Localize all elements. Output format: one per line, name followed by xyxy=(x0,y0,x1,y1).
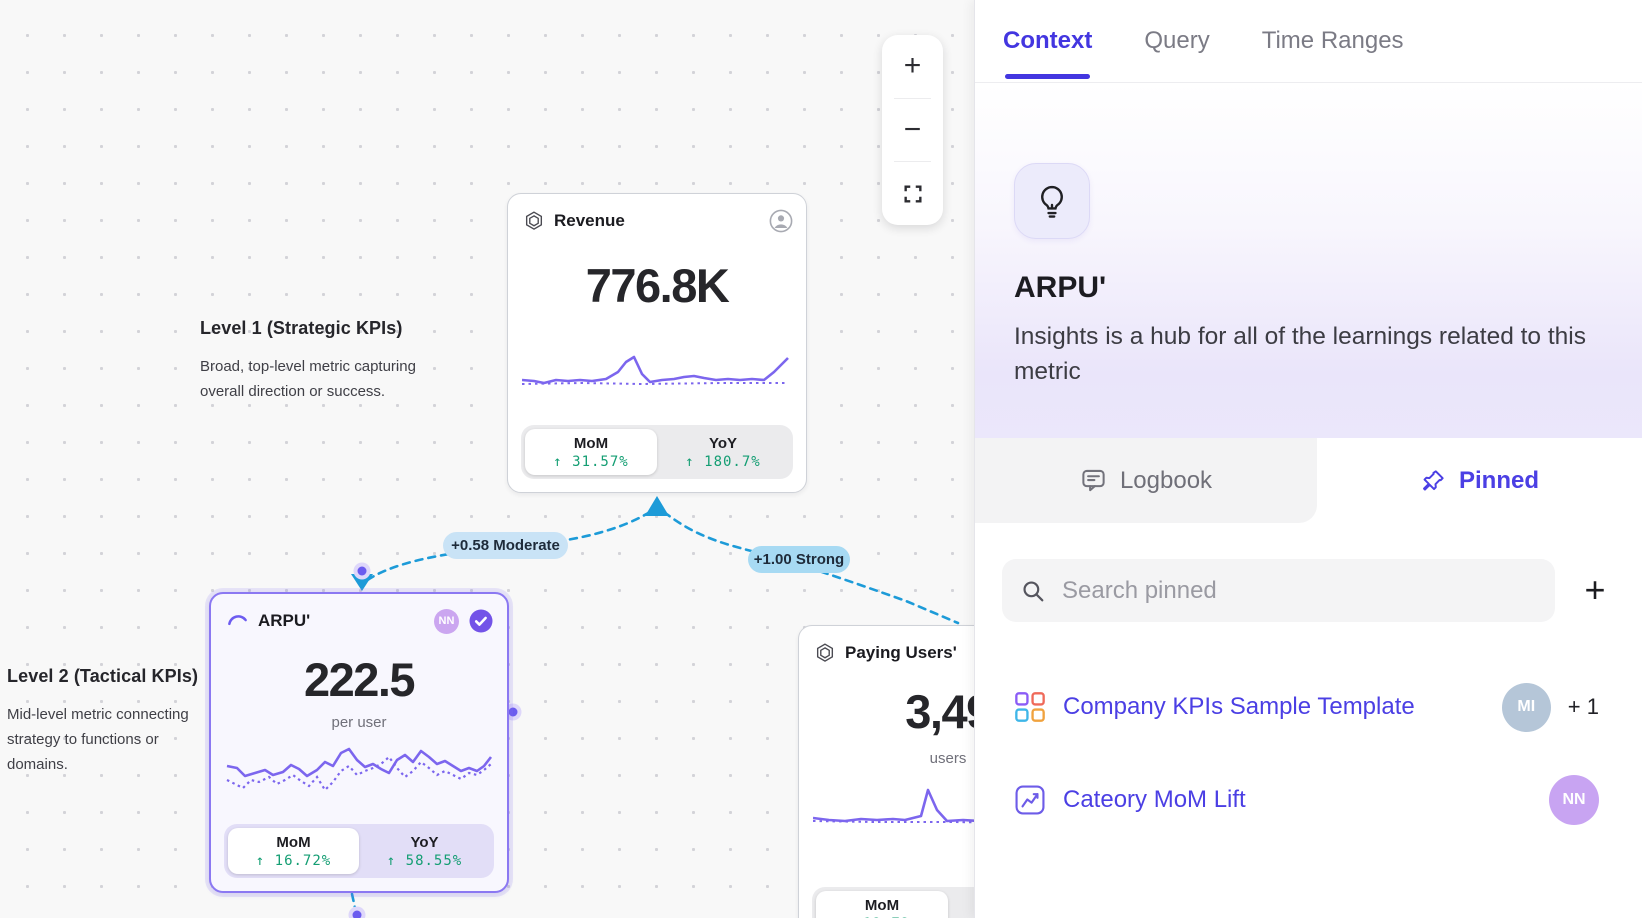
active-tab-underline xyxy=(1005,74,1090,79)
pinned-item-cateory-mom-lift[interactable]: Cateory MoM Lift NN xyxy=(1014,774,1599,826)
level-2-annotation: Level 2 (Tactical KPIs) Mid-level metric… xyxy=(7,666,237,777)
correlation-badge-moderate[interactable]: +0.58 Moderate xyxy=(443,532,568,559)
subtab-pinned-label: Pinned xyxy=(1458,466,1539,494)
metric-tree-canvas[interactable]: Level 1 (Strategic KPIs) Broad, top-leve… xyxy=(0,0,974,918)
card-title: Paying Users' xyxy=(845,643,957,662)
metric-card-paying-users[interactable]: Paying Users' 3,49 users MoM ↑ 12.72% xyxy=(798,625,974,918)
search-icon xyxy=(1023,580,1044,601)
metric-unit: per user xyxy=(331,714,387,731)
toggle-yoy[interactable] xyxy=(948,891,974,918)
level-1-description: Broad, top-level metric capturing overal… xyxy=(200,358,416,400)
level-2-description: Mid-level metric connecting strategy to … xyxy=(7,706,189,773)
canvas-zoom-toolbar: + − xyxy=(882,35,943,225)
avatar-nn: NN xyxy=(1549,775,1599,825)
metric-card-revenue[interactable]: Revenue 776.8K MoM ↑ 31.57% YoY ↑ 180.7% xyxy=(507,193,807,493)
metric-unit: users xyxy=(929,750,967,767)
tab-time-ranges[interactable]: Time Ranges xyxy=(1261,27,1404,54)
level-1-title: Level 1 (Strategic KPIs) xyxy=(200,318,403,338)
card-title: ARPU' xyxy=(258,611,311,630)
panel-tab-bar: Context Query Time Ranges xyxy=(975,0,1642,83)
avatar-nn: NN xyxy=(434,608,459,634)
pinned-search-row: + xyxy=(975,556,1642,624)
zoom-out-button[interactable]: − xyxy=(903,113,922,146)
toggle-mom[interactable]: MoM ↑ 16.72% xyxy=(228,828,359,874)
fullscreen-icon xyxy=(903,185,922,203)
toggle-yoy[interactable]: YoY ↑ 180.7% xyxy=(685,434,761,470)
level-2-title: Level 2 (Tactical KPIs) xyxy=(7,666,199,686)
context-panel: Context Query Time Ranges ARPU' Insights… xyxy=(974,0,1642,918)
subtab-logbook[interactable]: Logbook xyxy=(975,438,1317,523)
subtab-bar: Logbook Pinned xyxy=(975,438,1642,523)
period-toggle: MoM ↑ 31.57% YoY ↑ 180.7% xyxy=(521,425,793,479)
divider xyxy=(894,97,931,99)
metric-value: 3,49 xyxy=(905,685,974,738)
arrow-into-revenue xyxy=(645,496,669,516)
verified-check-badge xyxy=(469,609,493,633)
user-avatar-icon xyxy=(769,209,793,233)
metric-hero-section: ARPU' Insights is a hub for all of the l… xyxy=(975,83,1642,438)
tab-query[interactable]: Query xyxy=(1144,27,1210,54)
divider xyxy=(894,161,931,163)
pin-icon xyxy=(1423,470,1444,491)
lightbulb-icon xyxy=(1041,185,1063,218)
hexagon-icon xyxy=(525,211,543,230)
arc-metric-icon xyxy=(228,614,247,625)
avatar-mi: MI xyxy=(1501,682,1551,732)
extra-collaborators-count: + 1 xyxy=(1567,694,1599,719)
toggle-yoy[interactable]: YoY ↑ 58.55% xyxy=(386,833,463,869)
hexagon-icon xyxy=(816,643,834,662)
fit-view-button[interactable] xyxy=(882,162,943,225)
template-grid-icon xyxy=(1015,692,1045,722)
arpu-sparkline xyxy=(226,747,493,792)
card-title: Revenue xyxy=(554,211,625,230)
period-toggle: MoM ↑ 12.72% xyxy=(812,887,974,918)
logbook-comment-icon xyxy=(1082,469,1105,492)
pinned-item-company-kpis[interactable]: Company KPIs Sample Template MI + 1 xyxy=(1014,681,1599,733)
arrow-into-arpu xyxy=(351,574,373,591)
metric-value: 222.5 xyxy=(303,653,416,706)
insight-icon-tile xyxy=(1014,163,1090,239)
toggle-mom[interactable]: MoM ↑ 31.57% xyxy=(525,429,657,475)
pinned-item-label: Company KPIs Sample Template xyxy=(1063,693,1415,720)
metric-value: 776.8K xyxy=(585,259,730,312)
tab-context[interactable]: Context xyxy=(1003,27,1093,54)
level-1-annotation: Level 1 (Strategic KPIs) Broad, top-leve… xyxy=(200,318,460,404)
pinned-item-label: Cateory MoM Lift xyxy=(1063,786,1246,813)
search-pinned-input[interactable] xyxy=(1062,576,1537,605)
chart-lift-icon xyxy=(1015,785,1045,815)
subtab-logbook-label: Logbook xyxy=(1119,466,1213,494)
toggle-mom[interactable]: MoM ↑ 12.72% xyxy=(816,891,948,918)
paying-users-sparkline xyxy=(813,788,974,824)
metric-card-arpu[interactable]: ARPU' NN 222.5 per user MoM ↑ 16.72% YoY… xyxy=(209,592,509,893)
add-pinned-button[interactable]: + xyxy=(1571,566,1619,614)
correlation-badge-strong[interactable]: +1.00 Strong xyxy=(748,546,850,573)
zoom-in-button[interactable]: + xyxy=(903,49,922,83)
period-toggle: MoM ↑ 16.72% YoY ↑ 58.55% xyxy=(224,824,494,878)
revenue-sparkline xyxy=(522,355,789,386)
pinned-search-box[interactable] xyxy=(1002,559,1555,622)
metric-description: Insights is a hub for all of the learnin… xyxy=(1014,323,1586,385)
subtab-pinned[interactable]: Pinned xyxy=(1317,438,1642,523)
metric-name-heading: ARPU' xyxy=(1014,271,1107,304)
